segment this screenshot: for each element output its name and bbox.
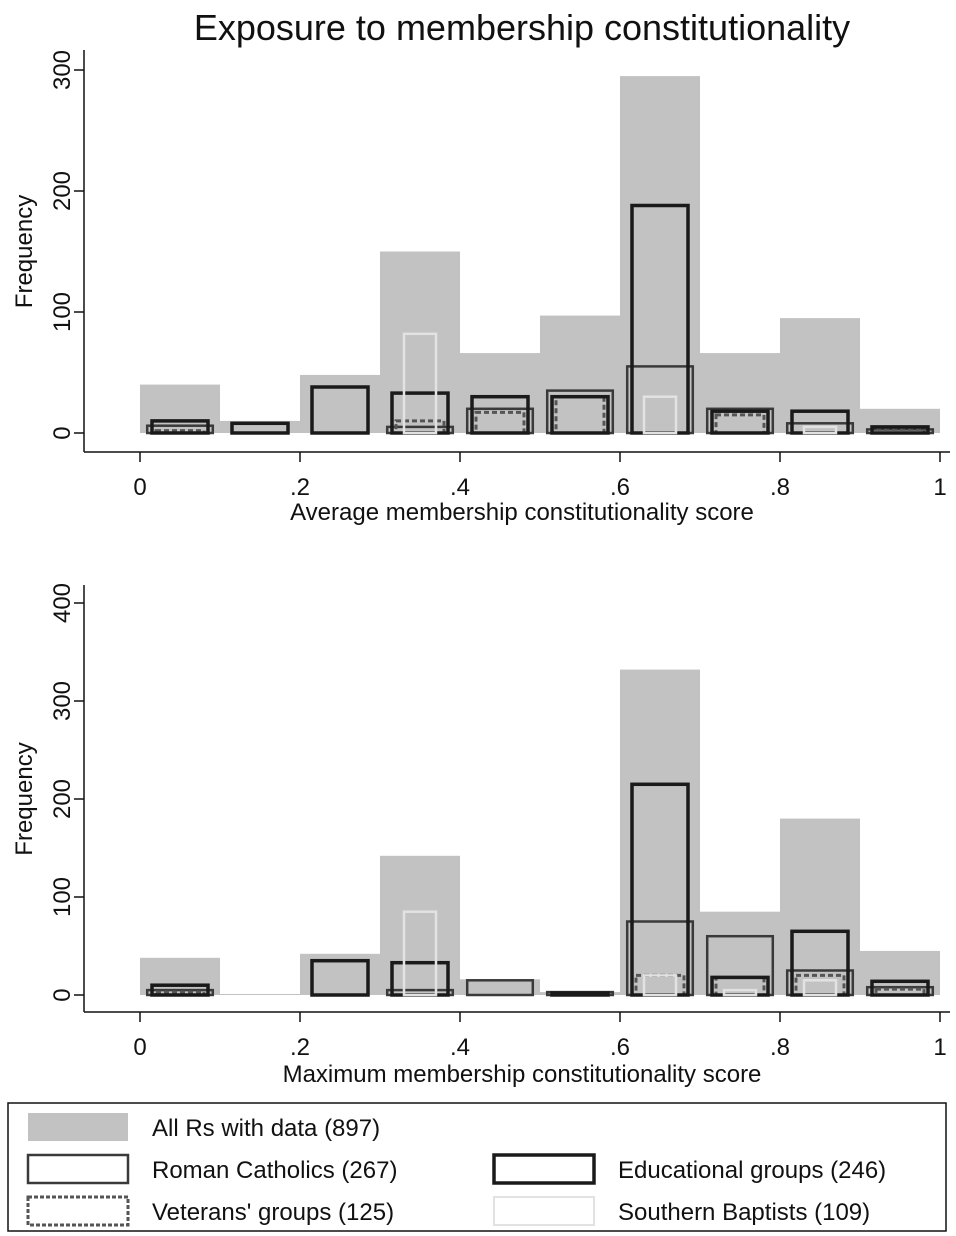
y-tick-label: 0 bbox=[49, 988, 76, 1001]
legend-swatch-roman-catholics bbox=[26, 1153, 130, 1185]
bar-educational bbox=[310, 385, 370, 435]
bar-southern-baptists bbox=[802, 425, 838, 435]
y-tick-label: 0 bbox=[49, 426, 76, 439]
legend-frame bbox=[7, 1102, 947, 1232]
x-tick-label: .4 bbox=[450, 474, 470, 501]
x-tick-label: 0 bbox=[133, 474, 146, 501]
bar-roman-catholics bbox=[465, 979, 535, 997]
x-tick-label: .8 bbox=[770, 474, 790, 501]
legend-swatch-veterans bbox=[26, 1195, 130, 1227]
bar-southern-baptists bbox=[642, 974, 678, 997]
legend-label-southern-baptists: Southern Baptists (109) bbox=[618, 1199, 870, 1226]
y-tick-label: 200 bbox=[49, 779, 76, 819]
x-tick-label: .6 bbox=[610, 474, 630, 501]
bar-educational bbox=[550, 991, 610, 997]
x-tick-label: .2 bbox=[290, 1034, 310, 1061]
legend-label-educational: Educational groups (246) bbox=[618, 1157, 886, 1184]
y-tick-label: 300 bbox=[49, 681, 76, 721]
legend-swatch-all bbox=[28, 1113, 128, 1141]
y-axis-label: Frequency bbox=[11, 742, 38, 855]
bar-all bbox=[460, 979, 540, 995]
y-tick-label: 100 bbox=[49, 877, 76, 917]
bar-veterans bbox=[874, 987, 926, 997]
bar-southern-baptists bbox=[722, 988, 758, 997]
bar-all bbox=[220, 994, 300, 995]
bar-educational bbox=[150, 983, 210, 997]
x-tick-label: .8 bbox=[770, 1034, 790, 1061]
bar-educational bbox=[310, 958, 370, 997]
bar-educational bbox=[870, 425, 930, 435]
y-tick-label: 100 bbox=[49, 292, 76, 332]
x-tick-label: .4 bbox=[450, 1034, 470, 1061]
y-axis-label: Frequency bbox=[11, 195, 38, 308]
bar-southern-baptists bbox=[802, 979, 838, 997]
x-axis-label: Average membership constitutionality sco… bbox=[290, 499, 754, 526]
bar-educational bbox=[150, 419, 210, 435]
legend-swatch-educational bbox=[492, 1153, 596, 1185]
bar-southern-baptists bbox=[642, 395, 678, 435]
bar-educational bbox=[550, 394, 610, 435]
legend-label-all: All Rs with data (897) bbox=[152, 1115, 380, 1142]
y-tick-label: 400 bbox=[49, 583, 76, 623]
x-axis-label: Maximum membership constitutionality sco… bbox=[283, 1061, 762, 1088]
x-tick-label: 1 bbox=[933, 474, 946, 501]
panel-maximum-score: 0 .2 .4 .6 .8 1 0 100 200 300 400 Maximum membershi… bbox=[11, 583, 950, 1088]
legend: All Rs with data (897) Roman Catholics (… bbox=[7, 1102, 947, 1232]
legend-label-roman-catholics: Roman Catholics (267) bbox=[152, 1157, 397, 1184]
y-tick-label: 200 bbox=[49, 171, 76, 211]
bar-southern-baptists bbox=[402, 332, 438, 435]
bar-educational bbox=[870, 979, 930, 997]
x-tick-label: .2 bbox=[290, 474, 310, 501]
x-tick-label: .6 bbox=[610, 1034, 630, 1061]
legend-label-veterans: Veterans' groups (125) bbox=[152, 1199, 394, 1226]
legend-swatch-southern-baptists bbox=[493, 1196, 595, 1226]
panel-average-score: 0 .2 .4 .6 .8 1 0 100 200 300 Average membership c… bbox=[11, 50, 950, 526]
bar-southern-baptists bbox=[402, 910, 438, 997]
x-tick-label: 0 bbox=[133, 1034, 146, 1061]
bar-educational bbox=[710, 409, 770, 435]
bar-educational bbox=[470, 394, 530, 435]
bar-educational bbox=[230, 421, 290, 435]
y-tick-label: 300 bbox=[49, 50, 76, 90]
chart-title: Exposure to membership constitutionality bbox=[194, 7, 850, 48]
x-tick-label: 1 bbox=[933, 1034, 946, 1061]
